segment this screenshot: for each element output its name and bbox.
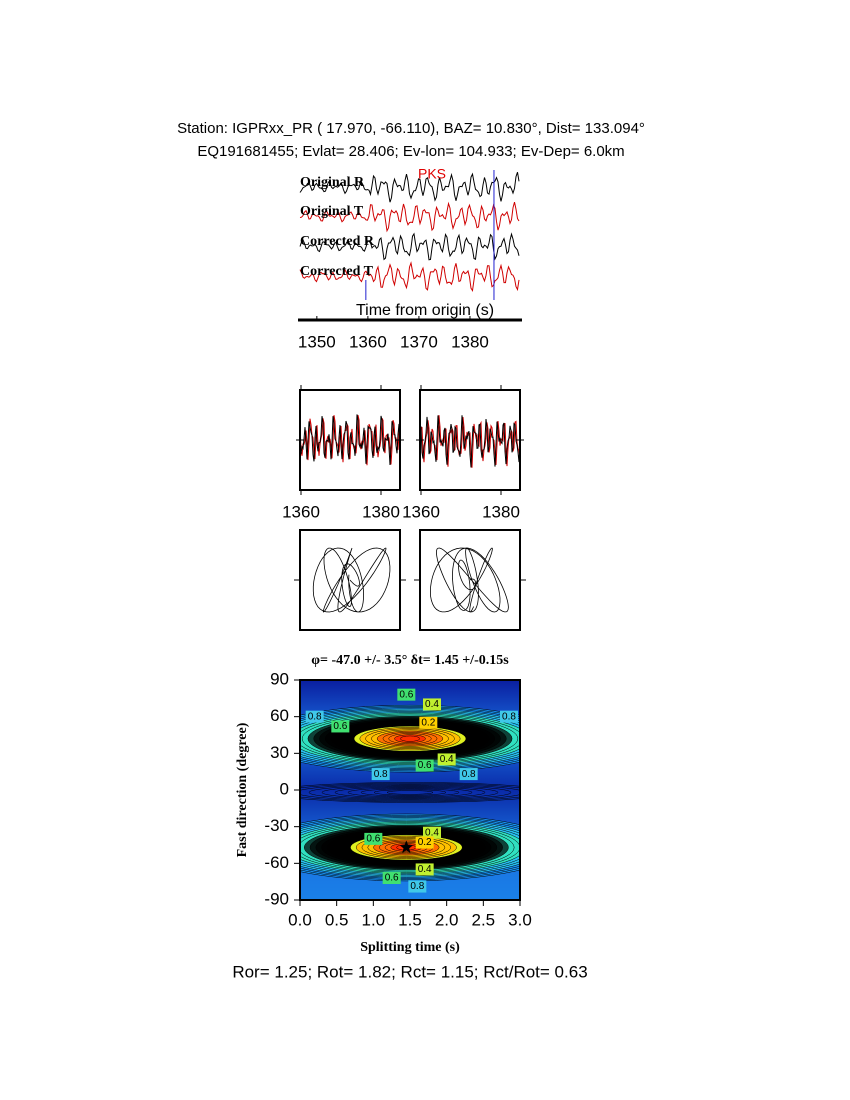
contour-label-box	[423, 826, 441, 839]
x-axis-label: Time from origin (s)	[356, 302, 494, 319]
x-tick-label: 2.5	[472, 910, 496, 929]
trace	[299, 261, 520, 293]
contour-label: 0.4	[425, 827, 439, 838]
contour-label: 0.6	[399, 689, 413, 700]
x-tick-label: 3.0	[508, 910, 532, 929]
y-axis-label: Fast direction (degree)	[235, 722, 250, 857]
trace-label: Corrected T	[300, 264, 374, 279]
phase-label: PKS	[418, 166, 446, 182]
contour-label-box	[415, 759, 434, 772]
x-tick-label: 1360	[349, 332, 387, 351]
y-tick-label: 30	[270, 743, 289, 762]
grid-search-panel: 0.80.60.40.20.60.40.80.8 0.80.60.40.20.60…	[264, 669, 532, 929]
waveform-panels: 1360 1380 1360 1380	[282, 385, 524, 521]
contour	[300, 783, 520, 802]
contour-label-box	[459, 768, 478, 781]
contour-label-box	[408, 880, 427, 893]
contour-label: 0.6	[418, 760, 432, 771]
contour-label: 0.4	[440, 754, 454, 765]
footer: Ror= 1.25; Rot= 1.82; Rct= 1.15; Rct/Rot…	[232, 962, 587, 981]
x-axis-label: Splitting time (s)	[360, 940, 460, 955]
x-tick-label: 0.0	[288, 910, 312, 929]
particle-motion	[312, 547, 391, 613]
x-tick-label: 1.5	[398, 910, 422, 929]
y-tick-label: 60	[270, 706, 289, 725]
contour	[300, 783, 520, 801]
y-tick-label: -60	[264, 853, 289, 872]
contour-label: 0.8	[462, 769, 476, 780]
y-tick-label: 0	[280, 779, 289, 798]
contour-label: 0.4	[425, 699, 439, 710]
x-tick-label: 2.0	[435, 910, 459, 929]
particle-motion	[429, 547, 509, 613]
contour-label-box	[364, 832, 383, 845]
best-fit-marker	[399, 840, 413, 854]
contour-label-box	[419, 716, 438, 729]
contour-label: 0.6	[366, 834, 380, 845]
contour-label: 0.8	[374, 769, 388, 780]
x-tick-label: 1360	[282, 502, 320, 521]
traces-panel: Original R Original T Corrected R Corrected…	[298, 170, 520, 351]
x-tick-label: 1380	[482, 502, 520, 521]
contour	[399, 735, 421, 742]
x-tick-label: 1.0	[362, 910, 386, 929]
contour	[321, 785, 499, 800]
contour-label-box	[437, 753, 456, 766]
trace	[299, 172, 520, 203]
contour-label-box	[397, 688, 416, 701]
waveform	[420, 415, 520, 468]
trace-label: Corrected R	[300, 234, 375, 249]
contour-label-box	[415, 836, 434, 849]
particle-motion-panels	[294, 529, 526, 631]
x-tick-label: 1360	[402, 502, 440, 521]
trace	[299, 232, 520, 261]
grid-title: φ= -47.0 +/- 3.5° δt= 1.45 +/-0.15s	[311, 653, 509, 668]
x-tick-label: 1350	[298, 332, 336, 351]
contour	[360, 788, 460, 797]
header-line: Station: IGPRxx_PR ( 17.970, -66.110), B…	[177, 120, 645, 137]
y-tick-label: -90	[264, 889, 289, 908]
contour-label: 0.2	[421, 717, 435, 728]
contour-label-box	[331, 720, 350, 733]
contour	[347, 787, 473, 798]
contour	[386, 790, 434, 795]
contour-label: 0.8	[502, 711, 516, 722]
waveform	[300, 414, 400, 466]
contour-label-box	[305, 710, 324, 723]
contour-label-box	[415, 863, 434, 876]
trace	[299, 201, 520, 233]
contour-label-box	[371, 768, 390, 781]
contour-label: 0.8	[308, 711, 322, 722]
contour-label: 0.6	[333, 721, 347, 732]
contour-label-box	[382, 872, 401, 884]
contour	[300, 782, 520, 803]
contour-label-box	[500, 710, 518, 723]
contour-label: 0.6	[385, 873, 399, 884]
x-tick-label: 0.5	[325, 910, 349, 929]
contour-label-box	[423, 698, 441, 711]
x-tick-label: 1380	[451, 332, 489, 351]
trace-label: Original R	[300, 175, 365, 190]
contour-label: 0.2	[418, 837, 432, 848]
contour	[334, 786, 486, 799]
contour	[308, 784, 512, 800]
contour-label: 0.8	[410, 881, 424, 892]
contour	[373, 789, 447, 796]
contour-label: 0.4	[418, 864, 432, 875]
trace-label: Original T	[300, 204, 364, 219]
y-tick-label: 90	[270, 669, 289, 688]
header-line: EQ191681455; Evlat= 28.406; Ev-lon= 104.…	[197, 143, 624, 160]
y-tick-label: -30	[264, 816, 289, 835]
x-tick-label: 1380	[362, 502, 400, 521]
x-tick-label: 1370	[400, 332, 438, 351]
